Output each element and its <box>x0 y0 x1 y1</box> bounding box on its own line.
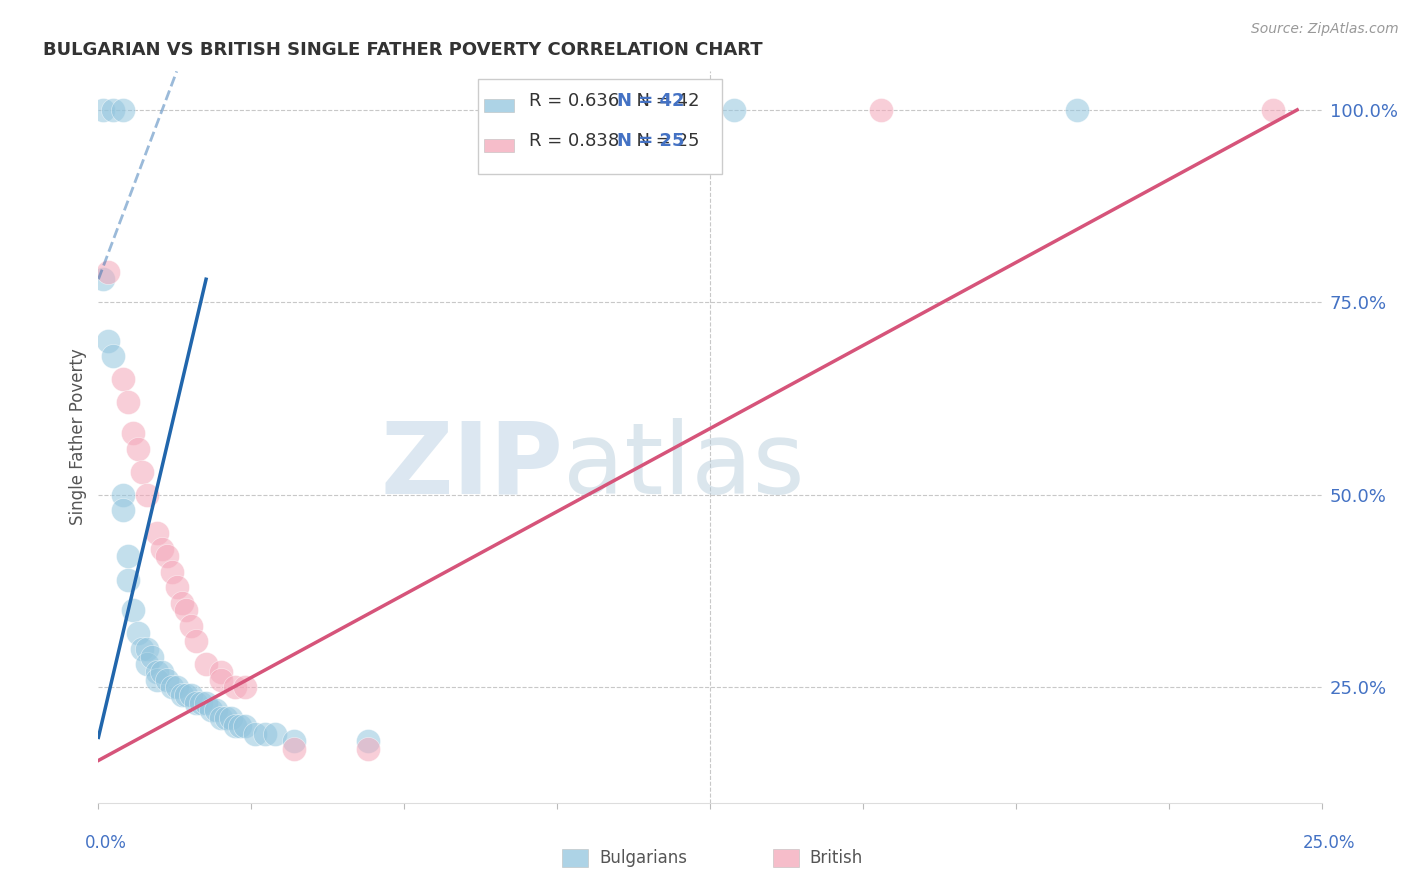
Point <box>176 688 198 702</box>
Point <box>156 549 179 564</box>
Point <box>283 742 305 756</box>
Point <box>224 681 246 695</box>
Point <box>176 603 198 617</box>
Point <box>91 272 114 286</box>
Point <box>263 726 285 740</box>
Point <box>209 665 232 679</box>
Point <box>117 395 139 409</box>
Point <box>233 719 256 733</box>
Point <box>121 426 143 441</box>
Point <box>131 641 153 656</box>
Point <box>111 372 134 386</box>
Point <box>1066 103 1088 117</box>
Point <box>97 334 120 348</box>
Point <box>180 618 202 632</box>
Y-axis label: Single Father Poverty: Single Father Poverty <box>69 349 87 525</box>
Point <box>224 719 246 733</box>
Point <box>166 681 188 695</box>
Point <box>205 703 228 717</box>
FancyBboxPatch shape <box>484 139 515 152</box>
Text: ZIP: ZIP <box>381 417 564 515</box>
Point <box>127 442 149 456</box>
Point <box>356 742 378 756</box>
Point <box>117 573 139 587</box>
Text: N = 25: N = 25 <box>617 132 685 150</box>
Point <box>156 673 179 687</box>
Point <box>186 634 208 648</box>
Point <box>101 103 124 117</box>
Point <box>117 549 139 564</box>
Text: atlas: atlas <box>564 417 804 515</box>
Point <box>111 103 134 117</box>
Point <box>870 103 893 117</box>
Text: British: British <box>810 849 863 867</box>
Point <box>209 711 232 725</box>
Point <box>356 734 378 748</box>
Point <box>146 665 169 679</box>
FancyBboxPatch shape <box>484 99 515 112</box>
Point <box>131 465 153 479</box>
Point <box>170 688 193 702</box>
Point <box>146 526 169 541</box>
FancyBboxPatch shape <box>478 78 723 174</box>
Point <box>121 603 143 617</box>
Point <box>166 580 188 594</box>
Point <box>190 696 212 710</box>
Point <box>195 696 218 710</box>
Text: 25.0%: 25.0% <box>1302 834 1355 852</box>
Point <box>150 541 173 556</box>
Point <box>136 488 159 502</box>
Point <box>127 626 149 640</box>
Point <box>111 488 134 502</box>
Text: Source: ZipAtlas.com: Source: ZipAtlas.com <box>1251 22 1399 37</box>
Text: R = 0.636   N = 42: R = 0.636 N = 42 <box>529 92 700 110</box>
Text: 0.0%: 0.0% <box>84 834 127 852</box>
Point <box>146 673 169 687</box>
Point <box>195 657 218 672</box>
Point <box>200 703 222 717</box>
Point <box>160 681 183 695</box>
Text: N = 42: N = 42 <box>617 92 685 110</box>
Point <box>219 711 242 725</box>
Point <box>1261 103 1284 117</box>
Point <box>214 711 236 725</box>
Point <box>723 103 745 117</box>
Point <box>101 349 124 363</box>
Point <box>136 641 159 656</box>
Text: Bulgarians: Bulgarians <box>599 849 688 867</box>
Point <box>141 649 163 664</box>
Point <box>150 665 173 679</box>
Point <box>283 734 305 748</box>
Point <box>136 657 159 672</box>
Point <box>180 688 202 702</box>
Text: R = 0.838   N = 25: R = 0.838 N = 25 <box>529 132 700 150</box>
Point <box>170 596 193 610</box>
Point <box>209 673 232 687</box>
Point <box>111 503 134 517</box>
Point <box>186 696 208 710</box>
Point <box>97 264 120 278</box>
Point <box>253 726 276 740</box>
Point <box>243 726 266 740</box>
Text: BULGARIAN VS BRITISH SINGLE FATHER POVERTY CORRELATION CHART: BULGARIAN VS BRITISH SINGLE FATHER POVER… <box>44 41 763 59</box>
Point <box>233 681 256 695</box>
Point <box>229 719 252 733</box>
Point <box>91 103 114 117</box>
Point <box>160 565 183 579</box>
